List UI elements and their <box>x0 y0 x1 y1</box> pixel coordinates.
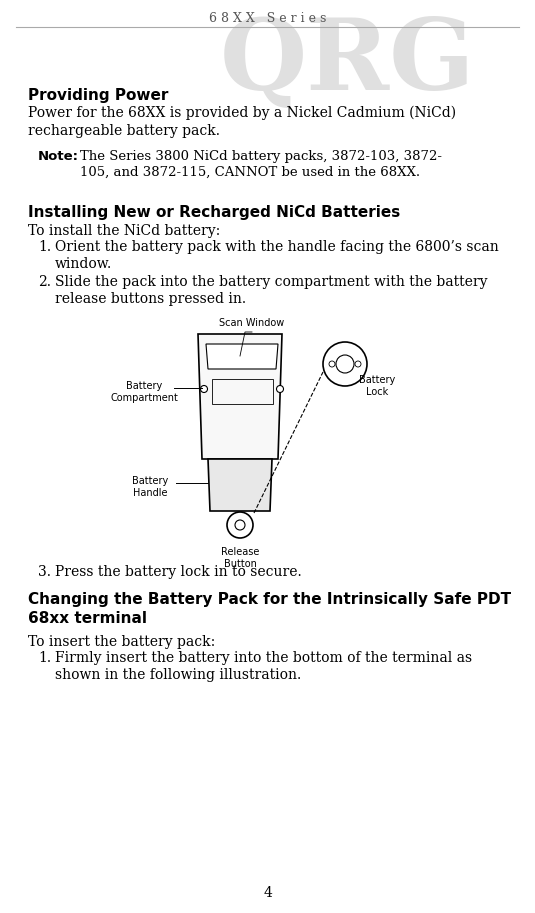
Polygon shape <box>198 334 282 459</box>
Text: Battery
Handle: Battery Handle <box>132 477 168 498</box>
Text: Note:: Note: <box>38 150 79 163</box>
Text: Press the battery lock in to secure.: Press the battery lock in to secure. <box>55 565 302 579</box>
Circle shape <box>355 361 361 367</box>
Text: Battery
Lock: Battery Lock <box>359 375 395 397</box>
Text: The Series 3800 NiCd battery packs, 3872-103, 3872-
105, and 3872-115, CANNOT be: The Series 3800 NiCd battery packs, 3872… <box>80 150 442 179</box>
Text: 6 8 X X   S e r i e s: 6 8 X X S e r i e s <box>209 12 326 25</box>
Circle shape <box>329 361 335 367</box>
Text: 2.: 2. <box>38 275 51 289</box>
Text: Release
Button: Release Button <box>221 547 259 569</box>
Text: Changing the Battery Pack for the Intrinsically Safe PDT
68xx terminal: Changing the Battery Pack for the Intrin… <box>28 592 511 625</box>
Circle shape <box>227 512 253 538</box>
Text: Scan Window: Scan Window <box>219 318 285 328</box>
Text: To insert the battery pack:: To insert the battery pack: <box>28 635 215 649</box>
Text: To install the NiCd battery:: To install the NiCd battery: <box>28 224 220 238</box>
Text: Firmly insert the battery into the bottom of the terminal as
shown in the follow: Firmly insert the battery into the botto… <box>55 651 472 682</box>
Text: Installing New or Recharged NiCd Batteries: Installing New or Recharged NiCd Batteri… <box>28 205 400 220</box>
Text: Battery
Compartment: Battery Compartment <box>110 382 178 403</box>
Text: 1.: 1. <box>38 651 51 665</box>
Polygon shape <box>208 459 272 511</box>
Circle shape <box>323 342 367 386</box>
Circle shape <box>235 520 245 530</box>
Circle shape <box>336 355 354 373</box>
Text: 3.: 3. <box>38 565 51 579</box>
Text: 4: 4 <box>263 886 272 900</box>
Text: Power for the 68XX is provided by a Nickel Cadmium (NiCd)
rechargeable battery p: Power for the 68XX is provided by a Nick… <box>28 106 456 138</box>
Circle shape <box>277 385 284 393</box>
Polygon shape <box>206 344 278 369</box>
Text: Orient the battery pack with the handle facing the 6800’s scan
window.: Orient the battery pack with the handle … <box>55 240 499 271</box>
Text: Providing Power: Providing Power <box>28 88 169 103</box>
Text: QRG: QRG <box>220 14 476 110</box>
Text: Slide the pack into the battery compartment with the battery
release buttons pre: Slide the pack into the battery compartm… <box>55 275 487 306</box>
Circle shape <box>201 385 208 393</box>
Text: 1.: 1. <box>38 240 51 254</box>
